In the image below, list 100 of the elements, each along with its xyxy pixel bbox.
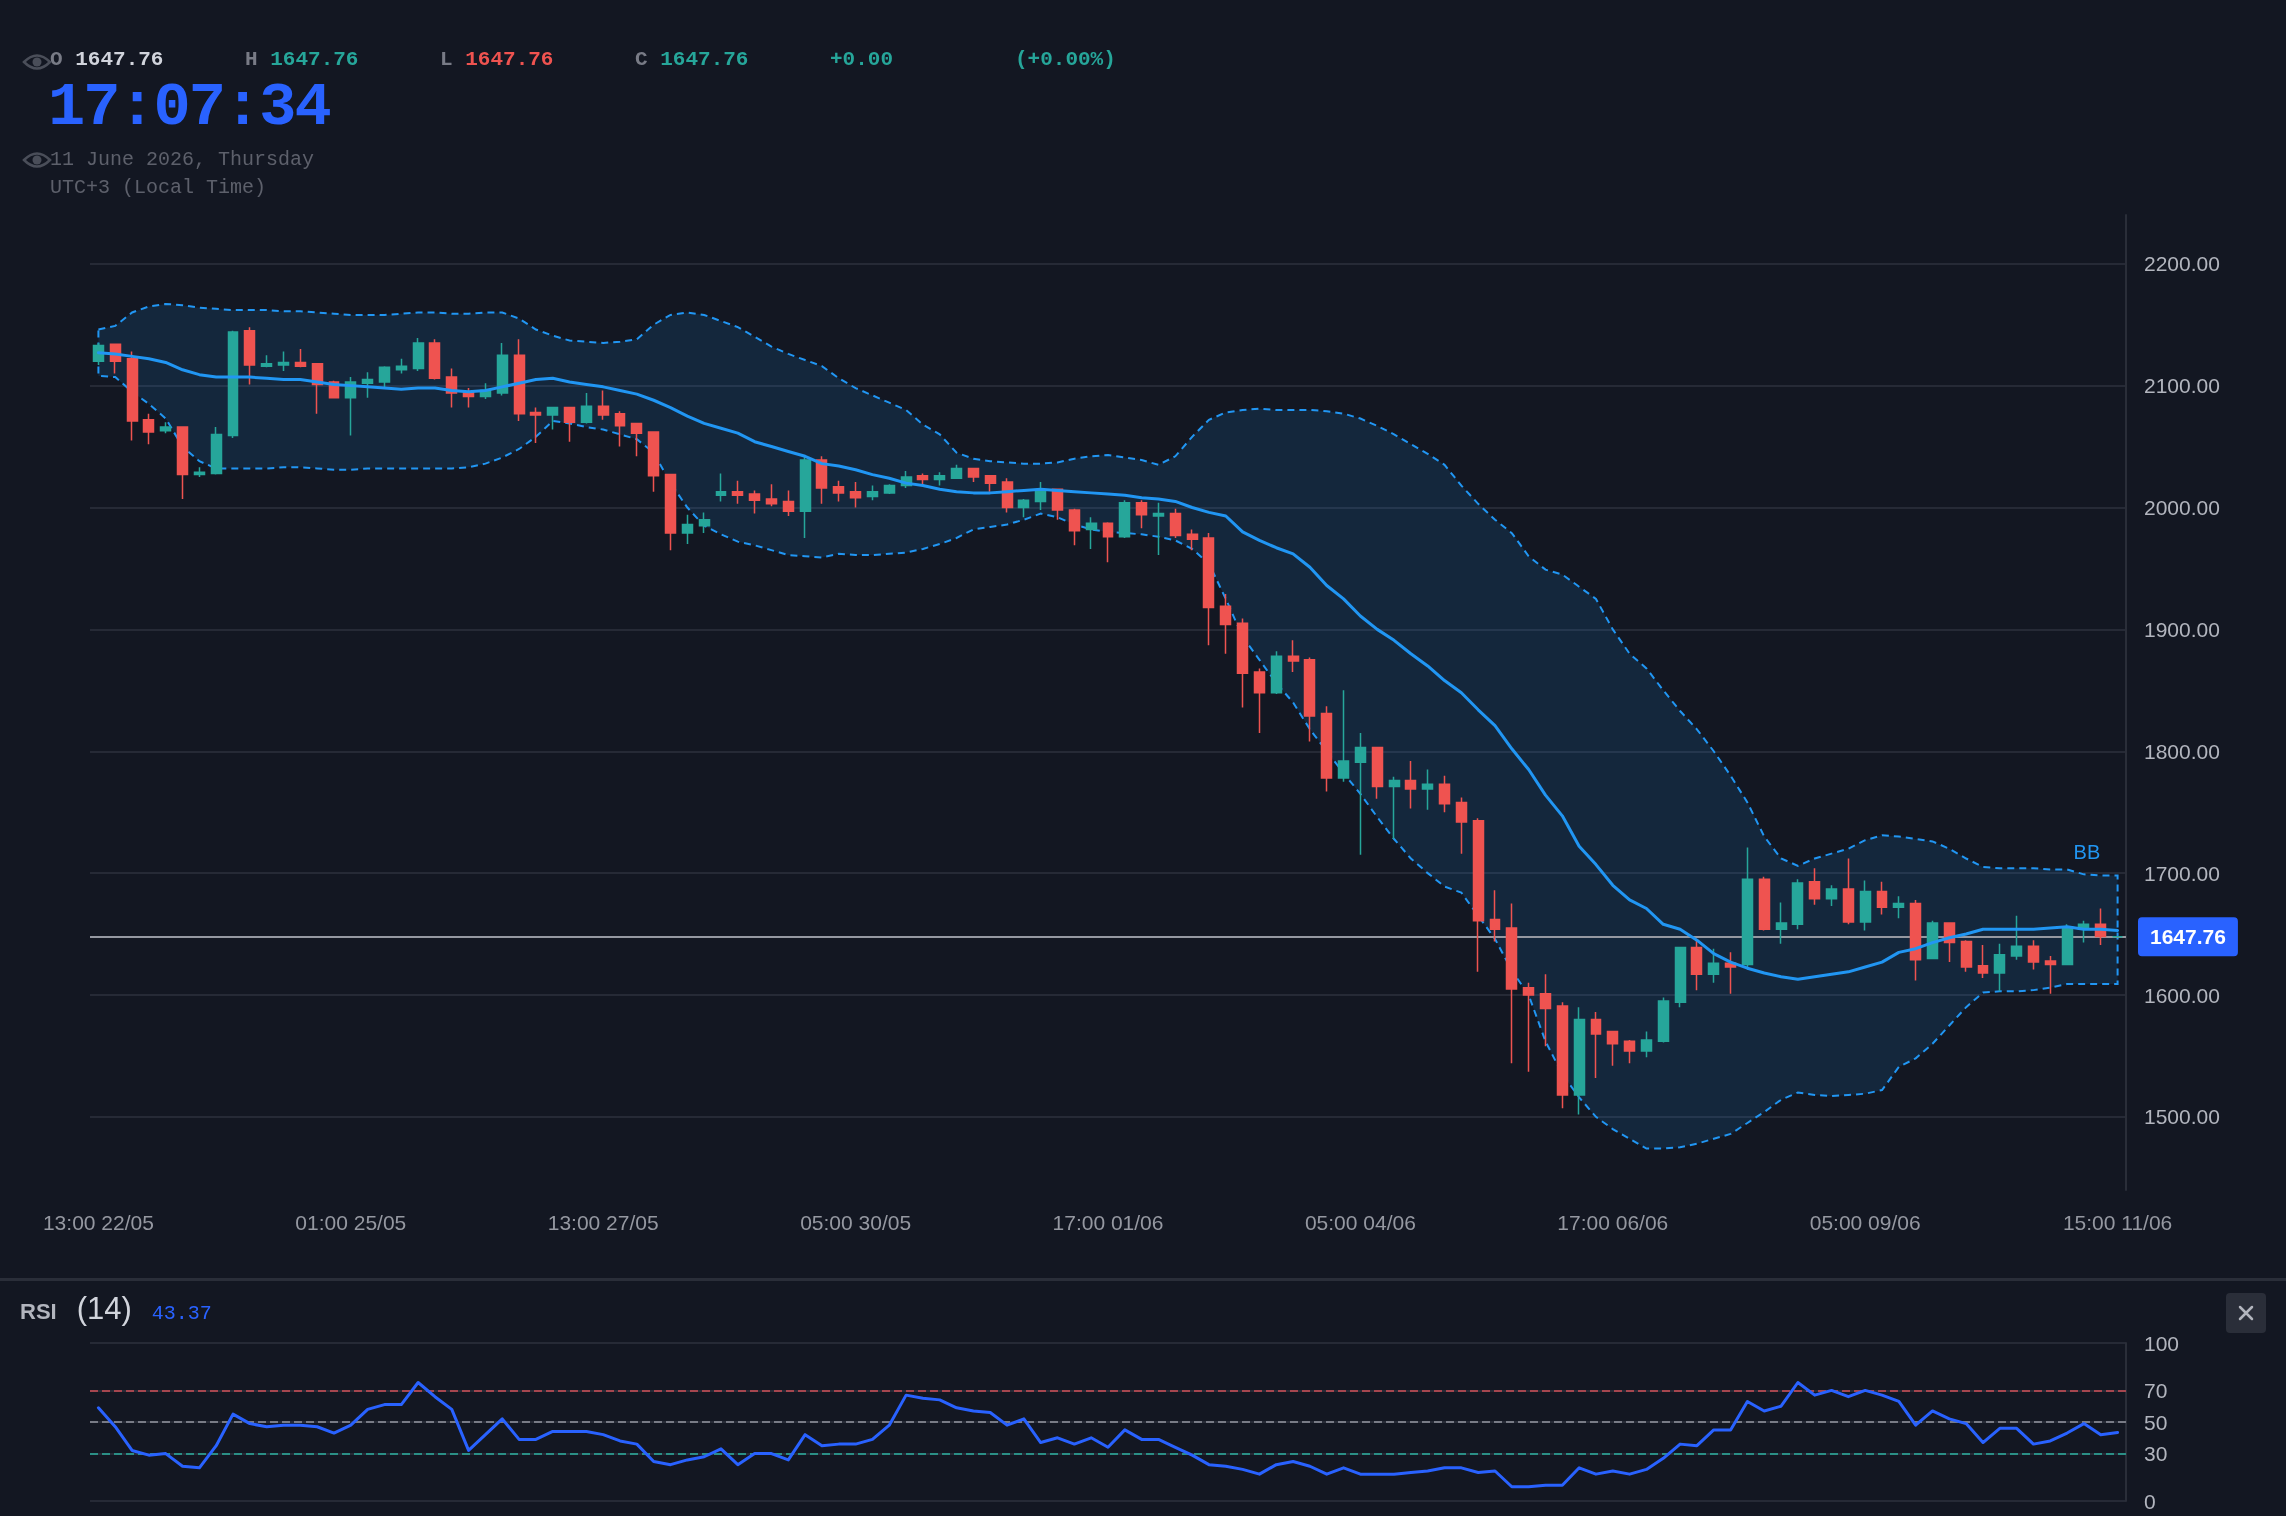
candlestick [715, 472, 727, 503]
y-tick-label: 1500.00 [2144, 1105, 2220, 1129]
candlestick [950, 464, 963, 479]
candlestick [849, 481, 862, 509]
text: O 1647.76 [50, 48, 164, 71]
candlestick [142, 412, 155, 445]
y-tick-label: 2100.00 [2144, 374, 2220, 398]
text: (+0.00%) [1015, 48, 1116, 71]
candlestick [546, 406, 559, 431]
candlestick [1573, 1006, 1586, 1116]
x-tick-label: 13:00 22/05 [42, 1211, 154, 1234]
candlestick [1152, 501, 1165, 556]
candlestick [1808, 867, 1821, 906]
candlestick [496, 342, 509, 397]
y-tick-label: 30 [2144, 1442, 2168, 1466]
candlestick [1354, 732, 1367, 856]
candlestick [1791, 878, 1804, 930]
candlestick [1993, 943, 2006, 993]
ref-line-label: 1647.76 [2150, 925, 2226, 949]
y-tick-label: 0 [2144, 1489, 2156, 1513]
candlestick [1657, 996, 1670, 1044]
candlestick [1842, 857, 1855, 926]
y-tick-label: 70 [2144, 1378, 2168, 1402]
y-tick-label: 100 [2144, 1331, 2180, 1355]
candlestick [412, 337, 425, 372]
x-tick-label: 15:00 11/06 [2062, 1211, 2173, 1234]
text: H 1647.76 [245, 48, 359, 71]
candlestick [681, 514, 694, 545]
candlestick [361, 371, 374, 399]
candlestick [1977, 944, 1989, 979]
candlestick [1186, 528, 1199, 551]
candlestick [563, 406, 576, 443]
candlestick [1085, 516, 1098, 550]
text: 11 June 2026, Thursday [50, 148, 315, 171]
candlestick [1640, 1030, 1653, 1058]
candlestick [1707, 947, 1720, 984]
line-series [96, 351, 2120, 981]
candlestick [1859, 879, 1872, 932]
x-tick-label: 05:00 30/05 [800, 1211, 912, 1234]
text: BB [2073, 841, 2101, 864]
candlestick [2010, 915, 2023, 961]
candlestick [1892, 895, 1905, 919]
candlestick [1590, 1011, 1602, 1079]
candlestick [967, 467, 980, 483]
text: +0.00 [830, 48, 894, 71]
candlestick [1472, 817, 1485, 973]
candlestick [428, 338, 441, 381]
candlestick [294, 348, 307, 369]
candlestick [883, 483, 896, 495]
text: C 1647.76 [635, 48, 749, 71]
candlestick [193, 466, 206, 478]
x-tick-label: 05:00 04/06 [1304, 1211, 1416, 1234]
candlestick [243, 326, 256, 386]
x-tick-label: 05:00 09/06 [1809, 1211, 1921, 1234]
candlestick [159, 421, 172, 434]
candlestick [126, 350, 139, 442]
candlestick [748, 489, 761, 515]
candlestick [1236, 617, 1249, 709]
candlestick [1690, 939, 1703, 991]
candlestick [580, 392, 593, 425]
text: UTC+3 (Local Time) [50, 176, 267, 199]
candlestick [1505, 902, 1518, 1064]
candlestick [1876, 880, 1888, 916]
candlestick [1118, 499, 1131, 539]
candlestick [832, 479, 845, 503]
candlestick [1825, 884, 1838, 907]
candlestick [1775, 901, 1788, 945]
candlestick [866, 484, 879, 501]
y-tick-label: 1600.00 [2144, 983, 2220, 1007]
candlestick [1758, 876, 1771, 932]
candlestick [513, 338, 526, 422]
candlestick [1068, 507, 1081, 547]
candlestick [1606, 1030, 1619, 1067]
candlestick [2044, 955, 2057, 995]
candlestick [1102, 521, 1114, 564]
candlestick [1674, 946, 1687, 1008]
candlestick [1421, 768, 1434, 811]
candlestick [2027, 939, 2040, 971]
candlestick [210, 426, 223, 476]
candlestick [277, 350, 290, 372]
candlestick [1522, 982, 1535, 1073]
candlestick [1909, 899, 1922, 982]
candlestick [630, 422, 643, 458]
candlestick [1320, 705, 1333, 793]
x-tick-label: 13:00 27/05 [547, 1211, 659, 1234]
candlestick [765, 483, 778, 508]
candlestick [378, 365, 391, 389]
candlestick [176, 426, 189, 500]
candlestick [916, 472, 929, 487]
candlestick [1303, 656, 1316, 743]
candlestick [614, 410, 626, 448]
candlestick [731, 479, 744, 505]
candlestick [698, 511, 711, 534]
candlestick [1270, 650, 1283, 695]
chart-subtitle: (14) [76, 1291, 132, 1326]
candlestick [260, 354, 273, 369]
candlestick [1388, 776, 1401, 840]
text: 43.37 [151, 1302, 212, 1325]
candlestick [395, 358, 408, 375]
candlestick [1960, 939, 1973, 973]
